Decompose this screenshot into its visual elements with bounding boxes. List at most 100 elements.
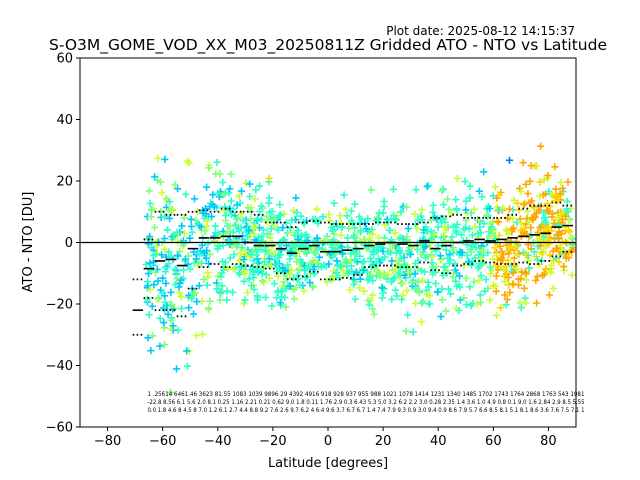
- scatter-point: [379, 209, 387, 217]
- scatter-point: [356, 275, 364, 283]
- scatter-point: [516, 215, 524, 223]
- scatter-point: [325, 260, 333, 268]
- scatter-point: [545, 208, 553, 216]
- scatter-point: [263, 212, 271, 220]
- scatter-point: [228, 210, 236, 218]
- scatter-point: [161, 212, 169, 221]
- scatter-point: [522, 250, 530, 258]
- scatter-point: [541, 217, 549, 225]
- scatter-point: [452, 227, 460, 235]
- scatter-point: [357, 228, 365, 236]
- scatter-point: [439, 214, 447, 223]
- scatter-point: [376, 273, 384, 281]
- scatter-point: [467, 302, 475, 310]
- scatter-point: [158, 251, 166, 259]
- scatter-point: [414, 278, 422, 286]
- scatter-point: [417, 212, 425, 220]
- scatter-point: [197, 223, 205, 231]
- scatter-point: [308, 283, 316, 291]
- scatter-point: [210, 232, 218, 240]
- scatter-point: [352, 268, 361, 276]
- scatter-point: [404, 268, 412, 276]
- scatter-point: [322, 246, 330, 254]
- mean-markers: [132, 224, 573, 311]
- scatter-point: [166, 198, 174, 206]
- scatter-point: [173, 275, 181, 283]
- scatter-point: [160, 234, 169, 243]
- scatter-point: [190, 259, 198, 267]
- scatter-point: [169, 305, 177, 313]
- scatter-point: [428, 268, 437, 276]
- scatter-point: [373, 213, 381, 221]
- scatter-point: [501, 277, 509, 285]
- scatter-point: [446, 256, 454, 264]
- scatter-point: [436, 252, 444, 260]
- scatter-point: [355, 213, 363, 221]
- scatter-point: [152, 251, 160, 259]
- scatter-point: [380, 197, 388, 205]
- scatter-point: [392, 261, 400, 269]
- scatter-point: [213, 285, 221, 293]
- scatter-point: [547, 261, 555, 269]
- scatter-point: [526, 177, 534, 185]
- scatter-point: [343, 212, 351, 220]
- scatter-point: [161, 155, 169, 163]
- scatter-point: [277, 246, 285, 254]
- x-tick-label: −20: [259, 434, 286, 449]
- scatter-point: [162, 279, 170, 287]
- scatter-point: [245, 275, 253, 283]
- scatter-point: [206, 250, 214, 258]
- scatter-point: [146, 233, 154, 241]
- scatter-point: [500, 266, 509, 274]
- scatter-point: [520, 284, 528, 292]
- scatter-point: [157, 178, 165, 186]
- scatter-point: [192, 332, 200, 340]
- scatter-point: [455, 281, 463, 289]
- scatter-point: [151, 268, 160, 276]
- scatter-point: [492, 272, 500, 280]
- scatter-point: [203, 222, 211, 230]
- scatter-point: [495, 206, 503, 214]
- scatter-point: [330, 230, 338, 238]
- scatter-point: [478, 246, 486, 254]
- scatter-point: [237, 187, 246, 195]
- scatter-point: [207, 199, 215, 207]
- scatter-point: [275, 211, 283, 220]
- scatter-point: [258, 215, 266, 223]
- scatter-point: [226, 185, 234, 193]
- scatter-point: [505, 156, 514, 164]
- y-tick-label: −40: [46, 359, 73, 374]
- x-tick-label: −40: [204, 434, 231, 449]
- scatter-point: [424, 181, 432, 189]
- scatter-point: [279, 224, 287, 232]
- scatter-point: [300, 220, 308, 228]
- scatter-point: [425, 300, 433, 308]
- scatter-point: [439, 271, 447, 279]
- scatter-point: [438, 187, 446, 195]
- scatter-point: [493, 252, 501, 260]
- scatter-point: [466, 283, 474, 291]
- scatter-point: [147, 213, 155, 221]
- scatter-point: [477, 298, 485, 307]
- scatter-point: [536, 223, 544, 231]
- scatter-point: [477, 255, 485, 263]
- chart-title: S-O3M_GOME_VOD_XX_M03_20250811Z Gridded …: [49, 36, 607, 55]
- scatter-point: [422, 242, 430, 250]
- scatter-point: [204, 240, 212, 248]
- scatter-point: [420, 226, 428, 234]
- scatter-point: [404, 225, 412, 233]
- scatter-point: [323, 278, 331, 286]
- scatter-point: [196, 250, 204, 258]
- scatter-point: [156, 342, 164, 350]
- scatter-point: [276, 299, 284, 307]
- scatter-point: [203, 183, 211, 191]
- scatter-point: [211, 222, 219, 230]
- scatter-point: [438, 296, 446, 304]
- scatter-point: [552, 185, 560, 193]
- scatter-point: [533, 272, 541, 280]
- scatter-point: [288, 216, 296, 224]
- scatter-point: [540, 233, 548, 241]
- scatter-point: [296, 281, 304, 289]
- scatter-point: [337, 231, 345, 239]
- scatter-point: [177, 276, 185, 284]
